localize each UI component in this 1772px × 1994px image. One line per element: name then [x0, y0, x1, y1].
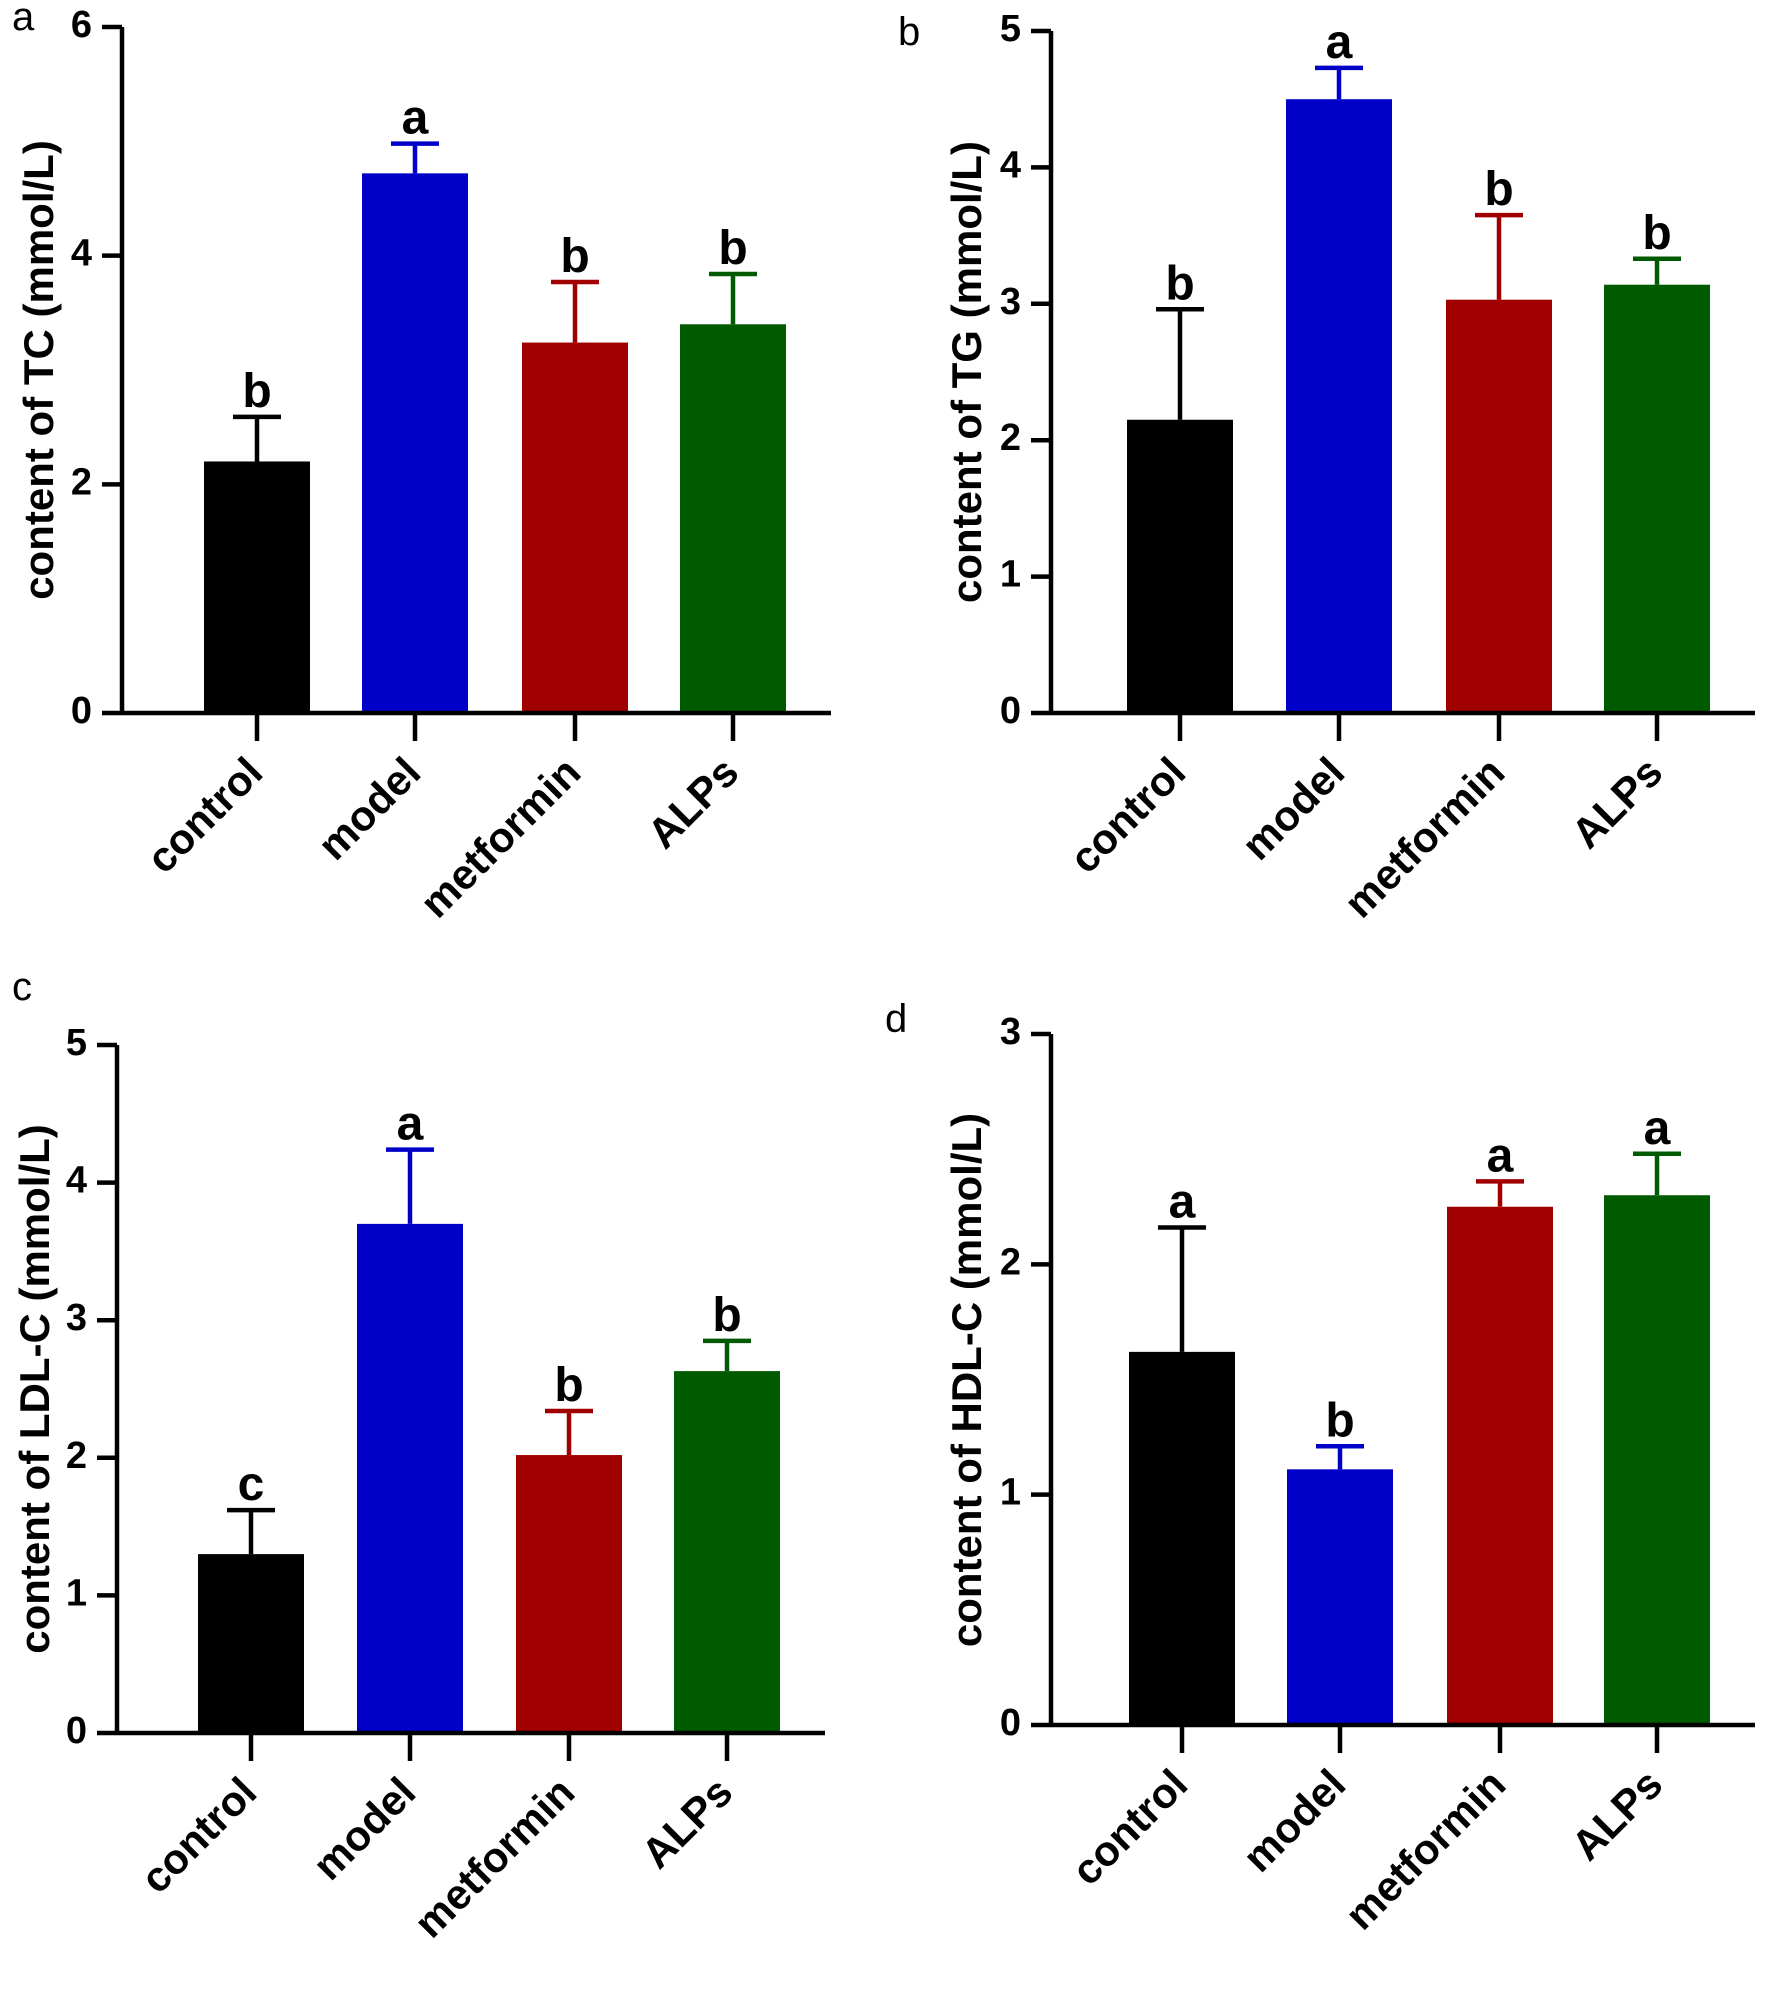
y-tick-label: 1 [1000, 554, 1021, 596]
significance-label: b [718, 222, 747, 275]
bar-ALPs [1604, 284, 1710, 713]
x-tick-label: model [1234, 1760, 1355, 1881]
panel-a: a content of TC (mmol/L) b control a model b me… [12, 0, 831, 927]
significance-label: b [1642, 207, 1671, 260]
y-tick-label: 2 [66, 1435, 87, 1477]
y-axis-label: content of TC (mmol/L) [15, 140, 62, 600]
significance-label: b [1165, 257, 1194, 310]
y-tick-label: 0 [66, 1710, 87, 1752]
bar-metformin [1446, 299, 1552, 713]
y-tick-label: 2 [1000, 417, 1021, 459]
x-tick-label: ALPs [1562, 1760, 1671, 1869]
y-tick-label: 3 [1000, 281, 1021, 323]
bar-control [204, 461, 310, 713]
x-tick-label: control [1060, 748, 1194, 882]
y-axis-label: content of HDL-C (mmol/L) [943, 1113, 990, 1647]
x-tick-label: model [1233, 748, 1354, 869]
x-tick-label: metformin [411, 748, 589, 926]
y-tick-label: 3 [66, 1297, 87, 1339]
significance-label: b [242, 365, 271, 418]
significance-label: b [1484, 163, 1513, 216]
y-tick-label: 3 [1000, 1011, 1021, 1053]
y-tick-label: 0 [1000, 690, 1021, 732]
panel-letter: b [898, 10, 920, 54]
x-tick-label: control [137, 748, 271, 882]
bar-ALPs [674, 1371, 780, 1733]
bar-model [362, 173, 468, 713]
x-tick-label: control [131, 1768, 265, 1902]
bar-metformin [516, 1455, 622, 1733]
bar-control [198, 1554, 304, 1733]
y-axis-label: content of LDL-C (mmol/L) [11, 1124, 58, 1654]
significance-label: a [1644, 1102, 1671, 1155]
y-tick-label: 0 [71, 690, 92, 732]
significance-label: b [1325, 1394, 1354, 1447]
y-tick-label: 2 [71, 461, 92, 503]
y-tick-label: 5 [66, 1022, 87, 1064]
panel-letter: c [12, 965, 32, 1009]
bar-control [1127, 419, 1233, 713]
bar-ALPs [1604, 1195, 1710, 1725]
y-tick-label: 6 [71, 4, 92, 46]
bar-control [1129, 1351, 1235, 1725]
bar-model [1286, 99, 1392, 713]
x-tick-label: model [309, 748, 430, 869]
significance-label: b [712, 1289, 741, 1342]
x-tick-label: model [304, 1768, 425, 1889]
bar-metformin [1447, 1206, 1553, 1725]
panel-letter: a [12, 0, 35, 39]
y-tick-label: 2 [1000, 1241, 1021, 1283]
significance-label: a [402, 92, 429, 145]
y-tick-label: 4 [1000, 144, 1021, 186]
y-tick-label: 5 [1000, 8, 1021, 50]
x-tick-label: metformin [1335, 748, 1513, 926]
x-tick-label: control [1062, 1760, 1196, 1894]
significance-label: b [554, 1359, 583, 1412]
significance-label: c [238, 1458, 265, 1511]
x-tick-label: metformin [405, 1768, 583, 1946]
bar-model [1287, 1469, 1393, 1725]
y-tick-label: 1 [1000, 1472, 1021, 1514]
x-tick-label: ALPs [632, 1768, 741, 1877]
y-tick-label: 4 [71, 233, 92, 275]
panel-c: c content of LDL-C (mmol/L) c control a model… [11, 965, 825, 1947]
significance-label: a [1326, 16, 1353, 69]
y-tick-label: 1 [66, 1572, 87, 1614]
y-axis-label: content of TG (mmol/L) [943, 141, 990, 603]
x-tick-label: ALPs [1562, 748, 1671, 857]
bar-model [357, 1223, 463, 1733]
y-tick-label: 4 [66, 1160, 87, 1202]
significance-label: a [1487, 1129, 1514, 1182]
x-tick-label: ALPs [638, 748, 747, 857]
bar-ALPs [680, 324, 786, 713]
panel-d: d content of HDL-C (mmol/L) a control b model… [885, 997, 1755, 1939]
y-tick-label: 0 [1000, 1702, 1021, 1744]
x-tick-label: metformin [1336, 1760, 1514, 1938]
panel-b: b content of TG (mmol/L) b control a model b me… [898, 8, 1755, 927]
significance-label: a [397, 1098, 424, 1151]
panel-letter: d [885, 997, 907, 1041]
significance-label: a [1169, 1175, 1196, 1228]
bar-metformin [522, 342, 628, 713]
significance-label: b [560, 230, 589, 283]
